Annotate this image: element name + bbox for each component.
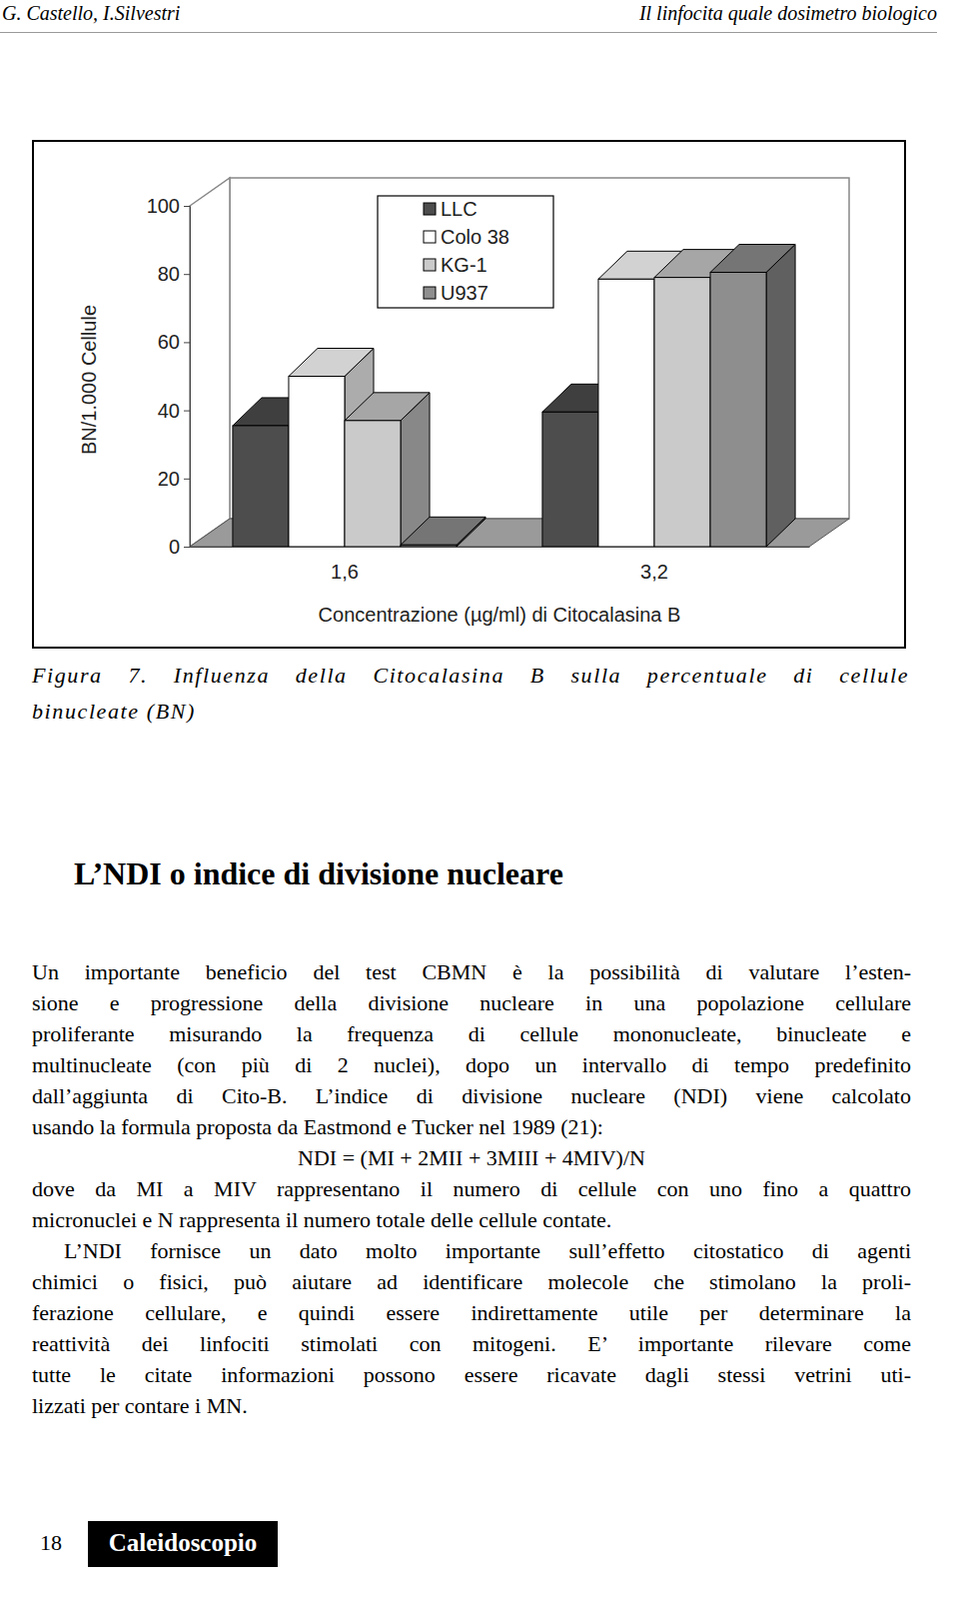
y-tick: 20 bbox=[157, 467, 190, 490]
legend-label: KG-1 bbox=[440, 253, 488, 276]
text-line: dall’aggiunta di Cito-B. L’indice di div… bbox=[31, 1079, 912, 1111]
section-title: L’NDI o indice di divisione nucleare bbox=[73, 855, 564, 893]
y-tick-label: 0 bbox=[168, 535, 180, 558]
caption: Figura 7. Influenza della Citocalasina B… bbox=[31, 657, 910, 730]
y-tick-label: 100 bbox=[146, 194, 180, 217]
y-axis-line bbox=[183, 206, 191, 548]
bar bbox=[400, 544, 457, 547]
y-tick: 100 bbox=[146, 194, 190, 217]
text-line: ferazione cellulare, e quindi essere ind… bbox=[31, 1296, 912, 1328]
y-axis-title: BN/1.000 Cellule bbox=[77, 304, 100, 455]
x-axis-title: Concentrazione (µg/ml) di Citocalasina B bbox=[318, 603, 682, 626]
formula: NDI = (MI + 2MII + 3MIII + 4MIV)/N bbox=[31, 1141, 912, 1173]
bar-top bbox=[710, 243, 796, 272]
text-line: tutte le citate informazioni possono ess… bbox=[31, 1358, 912, 1390]
x-tick-label: 3,2 bbox=[640, 560, 669, 583]
legend-swatch bbox=[423, 258, 436, 271]
text-line: usando la formula proposta da Eastmond e… bbox=[31, 1110, 912, 1142]
text-line: reattività dei linfociti stimolati con m… bbox=[31, 1327, 912, 1359]
x-tick-label: 1,6 bbox=[330, 560, 359, 583]
bar bbox=[232, 425, 289, 547]
legend-swatch bbox=[423, 202, 436, 215]
y-tick-label: 80 bbox=[157, 262, 180, 285]
x-axis: 1,6 3,2 bbox=[190, 547, 811, 584]
legend: LLC Colo 38 KG-1 U937 bbox=[377, 195, 554, 308]
legend-label: Colo 38 bbox=[440, 225, 510, 248]
series-badge: Caleidoscopio bbox=[87, 1520, 278, 1567]
legend-swatch bbox=[423, 286, 436, 299]
y-tick-mark bbox=[183, 273, 190, 275]
text-line: sione e progressione della divisione nuc… bbox=[31, 986, 912, 1018]
header-rule bbox=[0, 31, 938, 33]
bar-top bbox=[400, 516, 486, 545]
y-tick-label: 20 bbox=[157, 467, 180, 490]
header-left: G. Castello, I.Silvestri bbox=[1, 1, 180, 25]
bar bbox=[710, 271, 767, 547]
text-line: multinucleate (con più di 2 nuclei), dop… bbox=[31, 1048, 912, 1080]
text-line: Un importante beneficio del test CBMN è … bbox=[31, 956, 912, 987]
side-wall bbox=[189, 177, 230, 547]
legend-box bbox=[377, 195, 554, 308]
caption-line: binucleate (BN) bbox=[31, 693, 910, 730]
legend-label: U937 bbox=[440, 281, 489, 304]
bar bbox=[288, 376, 345, 548]
page-number: 18 bbox=[39, 1529, 62, 1556]
bar bbox=[598, 278, 655, 547]
bar-top bbox=[288, 348, 374, 377]
y-tick-mark bbox=[183, 546, 190, 548]
text-line: dove da MI a MIV rappresentano il numero… bbox=[31, 1172, 912, 1204]
legend-swatch bbox=[423, 230, 436, 243]
text-line: micronuclei e N rappresenta il numero to… bbox=[31, 1203, 912, 1235]
x-tick: 3,2 bbox=[640, 560, 669, 583]
chart-frame bbox=[32, 140, 906, 648]
y-tick: 60 bbox=[157, 330, 190, 353]
header-right: Il linfocita quale dosimetro biologico bbox=[639, 1, 938, 25]
text-line: proliferante misurando la frequenza di c… bbox=[31, 1017, 912, 1049]
text-line: lizzati per contare i MN. bbox=[31, 1389, 912, 1421]
x-tick: 1,6 bbox=[330, 560, 359, 583]
y-tick-mark bbox=[183, 205, 190, 207]
bar bbox=[344, 420, 401, 547]
bar bbox=[542, 411, 599, 547]
x-axis-line bbox=[190, 546, 811, 548]
y-tick-label: 60 bbox=[157, 330, 180, 353]
y-tick-mark bbox=[183, 478, 190, 480]
bar-top bbox=[344, 392, 430, 421]
section-body: Un importante beneficio del test CBMN è … bbox=[31, 956, 912, 1421]
caption-line: Figura 7. Influenza della Citocalasina B… bbox=[31, 657, 910, 694]
y-axis: 0 20 40 60 80 100 bbox=[146, 194, 191, 558]
y-tick-mark bbox=[183, 341, 190, 343]
text-line: chimici o fisici, può aiutare ad identif… bbox=[31, 1265, 912, 1297]
y-tick: 0 bbox=[168, 535, 190, 558]
y-tick: 40 bbox=[157, 399, 190, 422]
legend-label: LLC bbox=[440, 197, 478, 220]
chart: 0 20 40 60 80 100 1,6 3,2 BN/1.000 Cellule Concen… bbox=[0, 0, 959, 660]
bar-side bbox=[766, 243, 796, 547]
bar bbox=[654, 277, 711, 547]
y-tick-mark bbox=[183, 410, 190, 412]
y-tick-label: 40 bbox=[157, 399, 180, 422]
text-line: L’NDI fornisce un dato molto importante … bbox=[31, 1234, 912, 1266]
y-tick: 80 bbox=[157, 262, 190, 285]
